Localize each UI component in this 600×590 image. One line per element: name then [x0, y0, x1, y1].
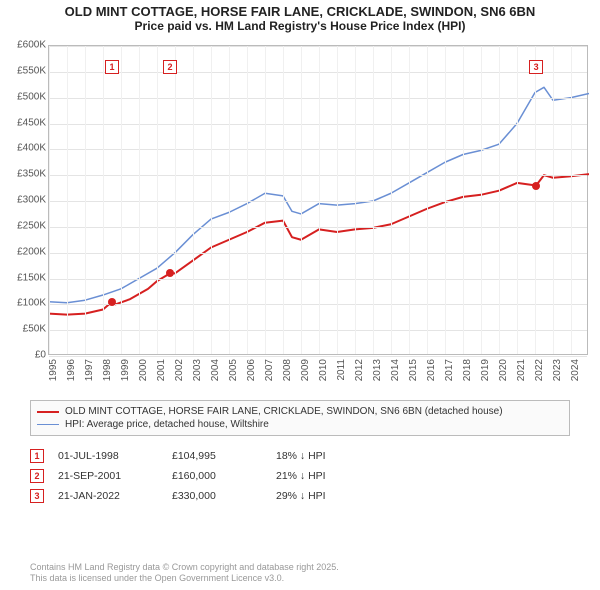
sale-marker-3: 3 [529, 60, 543, 74]
y-tick-label: £250K [6, 220, 46, 231]
plot-area: 1 2 3 [48, 45, 588, 355]
sales-row-date: 21-SEP-2001 [58, 470, 158, 482]
legend-label: HPI: Average price, detached house, Wilt… [65, 419, 269, 430]
y-tick-label: £150K [6, 272, 46, 283]
y-tick-label: £500K [6, 91, 46, 102]
sales-row-marker: 2 [30, 469, 44, 483]
footer-line-1: Contains HM Land Registry data © Crown c… [30, 562, 339, 573]
sales-row-pct: 21% ↓ HPI [276, 470, 376, 482]
legend-label: OLD MINT COTTAGE, HORSE FAIR LANE, CRICK… [65, 406, 503, 417]
legend-swatch [37, 424, 59, 425]
sales-row: 1 01-JUL-1998 £104,995 18% ↓ HPI [30, 446, 570, 466]
legend-swatch [37, 411, 59, 413]
sales-row-date: 21-JAN-2022 [58, 490, 158, 502]
y-tick-label: £50K [6, 324, 46, 335]
sales-row-pct: 29% ↓ HPI [276, 490, 376, 502]
sales-row: 2 21-SEP-2001 £160,000 21% ↓ HPI [30, 466, 570, 486]
y-tick-label: £550K [6, 65, 46, 76]
sale-marker-1: 1 [105, 60, 119, 74]
y-tick-label: £200K [6, 246, 46, 257]
sales-row-marker: 3 [30, 489, 44, 503]
y-tick-label: £100K [6, 298, 46, 309]
sale-marker-2: 2 [163, 60, 177, 74]
x-tick-label: 2024 [570, 359, 600, 381]
chart-area: 1 2 3 £0 £50K £100K £150K £200K £250K £300K £350K… [6, 40, 594, 390]
y-tick-label: £0 [6, 350, 46, 361]
sales-row-price: £330,000 [172, 490, 262, 502]
footer-line-2: This data is licensed under the Open Gov… [30, 573, 339, 584]
title-address: OLD MINT COTTAGE, HORSE FAIR LANE, CRICK… [10, 4, 590, 19]
y-tick-label: £600K [6, 40, 46, 51]
legend-item: OLD MINT COTTAGE, HORSE FAIR LANE, CRICK… [37, 405, 563, 418]
y-tick-label: £350K [6, 169, 46, 180]
legend-item: HPI: Average price, detached house, Wilt… [37, 418, 563, 431]
sale-point-1 [108, 298, 116, 306]
sales-row: 3 21-JAN-2022 £330,000 29% ↓ HPI [30, 486, 570, 506]
title-block: OLD MINT COTTAGE, HORSE FAIR LANE, CRICK… [0, 0, 600, 35]
sale-point-2 [166, 269, 174, 277]
sales-row-price: £160,000 [172, 470, 262, 482]
y-tick-label: £400K [6, 143, 46, 154]
sales-row-pct: 18% ↓ HPI [276, 450, 376, 462]
title-subtitle: Price paid vs. HM Land Registry's House … [10, 19, 590, 33]
sales-row-price: £104,995 [172, 450, 262, 462]
sales-table: 1 01-JUL-1998 £104,995 18% ↓ HPI 2 21-SEP-200… [30, 446, 570, 506]
y-tick-label: £450K [6, 117, 46, 128]
legend-box: OLD MINT COTTAGE, HORSE FAIR LANE, CRICK… [30, 400, 570, 436]
attribution-footer: Contains HM Land Registry data © Crown c… [30, 562, 339, 585]
sales-row-date: 01-JUL-1998 [58, 450, 158, 462]
sales-row-marker: 1 [30, 449, 44, 463]
chart-container: OLD MINT COTTAGE, HORSE FAIR LANE, CRICK… [0, 0, 600, 590]
y-tick-label: £300K [6, 195, 46, 206]
sale-point-3 [532, 182, 540, 190]
